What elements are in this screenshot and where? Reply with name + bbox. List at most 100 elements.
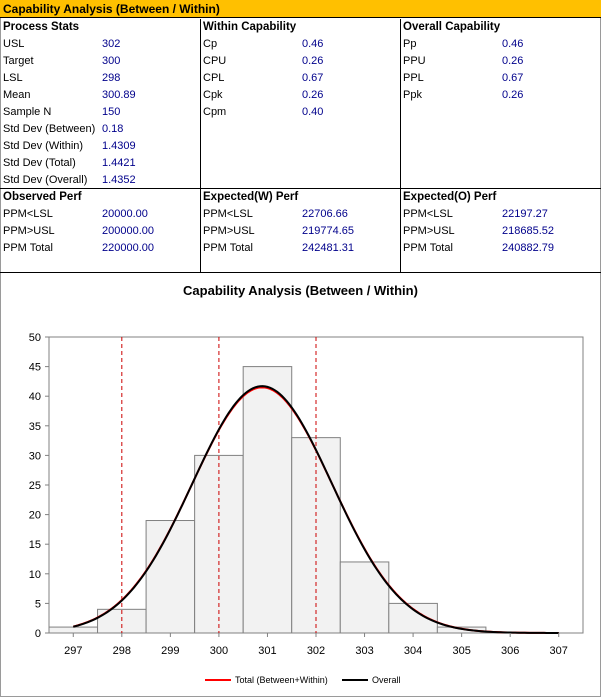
within-capability-value: 0.40 [302, 106, 324, 118]
overall-capability-rows: Pp 0.46 PPU 0.26 PPL 0.67 Ppk 0.26 [400, 36, 600, 104]
process-stat-value: 1.4309 [102, 140, 136, 152]
expected-o-perf-value: 218685.52 [502, 225, 554, 237]
within-capability-label: CPU [203, 55, 227, 67]
observed-perf-row: PPM<LSL 20000.00 [0, 206, 200, 223]
x-tick-label: 299 [161, 645, 179, 657]
within-capability-row: Cpm 0.40 [200, 104, 400, 121]
process-stat-label: Mean [3, 89, 31, 101]
overall-capability-heading: Overall Capability [403, 21, 501, 33]
within-capability-row: Cpk 0.26 [200, 87, 400, 104]
process-stat-value: 298 [102, 72, 121, 84]
within-capability-label: Cpm [203, 106, 227, 118]
overall-capability-row: PPU 0.26 [400, 53, 600, 70]
table-divider [200, 19, 201, 273]
overall-capability-label: PPU [403, 55, 426, 67]
observed-perf-label: PPM<LSL [3, 208, 53, 220]
expected-w-perf-rows: PPM<LSL 22706.66 PPM>USL 219774.65 PPM Total… [200, 206, 400, 257]
y-tick-label: 5 [35, 598, 41, 610]
expected-o-perf-heading: Expected(O) Perf [403, 191, 497, 203]
expected-o-perf-panel: Expected(O) Perf PPM<LSL 22197.27 PPM>USL 2… [400, 189, 600, 273]
process-stat-label: Std Dev (Total) [3, 157, 76, 169]
expected-o-perf-value: 240882.79 [502, 242, 554, 254]
expected-w-perf-panel: Expected(W) Perf PPM<LSL 22706.66 PPM>USL 2… [200, 189, 400, 273]
process-stat-label: USL [3, 38, 25, 50]
table-divider [0, 188, 601, 189]
x-tick-label: 302 [307, 645, 325, 657]
observed-perf-label: PPM Total [3, 242, 53, 254]
report-title: Capability Analysis (Between / Within) [0, 0, 601, 18]
process-stat-row: LSL 298 [0, 70, 200, 87]
overall-capability-label: PPL [403, 72, 424, 84]
within-capability-panel: Within Capability Cp 0.46 CPU 0.26 CPL 0.67 Cp… [200, 19, 400, 189]
expected-w-perf-value: 219774.65 [302, 225, 354, 237]
process-stat-value: 300.89 [102, 89, 136, 101]
table-divider [400, 19, 401, 273]
overall-curve [73, 385, 559, 634]
within-capability-label: Cp [203, 38, 218, 50]
histogram-bar [48, 626, 99, 634]
expected-w-perf-row: PPM>USL 219774.65 [200, 223, 400, 240]
x-tick-label: 304 [404, 645, 422, 657]
within-capability-label: Cpk [203, 89, 223, 101]
process-stat-label: LSL [3, 72, 23, 84]
observed-perf-label: PPM>USL [3, 225, 55, 237]
y-tick-label: 45 [29, 362, 41, 374]
expected-w-perf-label: PPM>USL [203, 225, 255, 237]
x-tick-label: 307 [550, 645, 568, 657]
process-stat-row: USL 302 [0, 36, 200, 53]
x-tick-label: 301 [258, 645, 276, 657]
within-capability-rows: Cp 0.46 CPU 0.26 CPL 0.67 Cpk 0.26 Cpm 0.40 [200, 36, 400, 121]
overall-capability-panel: Overall Capability Pp 0.46 PPU 0.26 PPL 0.67 P… [400, 19, 600, 189]
within-capability-row: CPU 0.26 [200, 53, 400, 70]
y-tick-label: 20 [29, 510, 41, 522]
overall-capability-label: Pp [403, 38, 417, 50]
expected-w-perf-row: PPM<LSL 22706.66 [200, 206, 400, 223]
process-stat-label: Target [3, 55, 34, 67]
expected-o-perf-row: PPM Total 240882.79 [400, 240, 600, 257]
overall-capability-value: 0.26 [502, 89, 524, 101]
observed-perf-panel: Observed Perf PPM<LSL 20000.00 PPM>USL 2000… [0, 189, 200, 273]
process-stat-label: Std Dev (Overall) [3, 174, 88, 186]
x-tick-label: 303 [355, 645, 373, 657]
y-tick-label: 25 [29, 480, 41, 492]
within-capability-value: 0.46 [302, 38, 324, 50]
expected-w-perf-heading: Expected(W) Perf [203, 191, 299, 203]
observed-perf-value: 220000.00 [102, 242, 154, 254]
chart-title: Capability Analysis (Between / Within) [183, 283, 418, 298]
expected-o-perf-value: 22197.27 [502, 208, 548, 220]
y-tick-label: 40 [29, 391, 41, 403]
histogram-bar [145, 520, 196, 634]
overall-capability-value: 0.26 [502, 55, 524, 67]
process-stat-row: Std Dev (Overall) 1.4352 [0, 172, 200, 189]
y-tick-label: 50 [29, 332, 41, 344]
expected-w-perf-label: PPM<LSL [203, 208, 253, 220]
expected-w-perf-value: 242481.31 [302, 242, 354, 254]
process-stat-value: 1.4352 [102, 174, 136, 186]
process-stat-label: Std Dev (Within) [3, 140, 84, 152]
expected-o-perf-rows: PPM<LSL 22197.27 PPM>USL 218685.52 PPM Total… [400, 206, 600, 257]
observed-perf-value: 20000.00 [102, 208, 148, 220]
process-stat-row: Std Dev (Total) 1.4421 [0, 155, 200, 172]
expected-w-perf-value: 22706.66 [302, 208, 348, 220]
expected-o-perf-label: PPM>USL [403, 225, 455, 237]
overall-capability-value: 0.46 [502, 38, 524, 50]
process-stat-row: Mean 300.89 [0, 87, 200, 104]
process-stats-heading: Process Stats [3, 21, 80, 33]
observed-perf-rows: PPM<LSL 20000.00 PPM>USL 200000.00 PPM Total… [0, 206, 200, 257]
y-tick-label: 30 [29, 450, 41, 462]
process-stat-row: Std Dev (Between) 0.18 [0, 121, 200, 138]
histogram-bar [339, 561, 390, 634]
observed-perf-heading: Observed Perf [3, 191, 82, 203]
x-tick-label: 306 [501, 645, 519, 657]
x-tick-label: 298 [113, 645, 131, 657]
expected-o-perf-label: PPM Total [403, 242, 453, 254]
y-tick-label: 35 [29, 421, 41, 433]
within-capability-value: 0.67 [302, 72, 324, 84]
expected-w-perf-label: PPM Total [203, 242, 253, 254]
expected-o-perf-row: PPM<LSL 22197.27 [400, 206, 600, 223]
observed-perf-row: PPM>USL 200000.00 [0, 223, 200, 240]
process-stat-label: Std Dev (Between) [3, 123, 96, 135]
x-tick-label: 300 [210, 645, 228, 657]
y-tick-label: 0 [35, 628, 41, 640]
